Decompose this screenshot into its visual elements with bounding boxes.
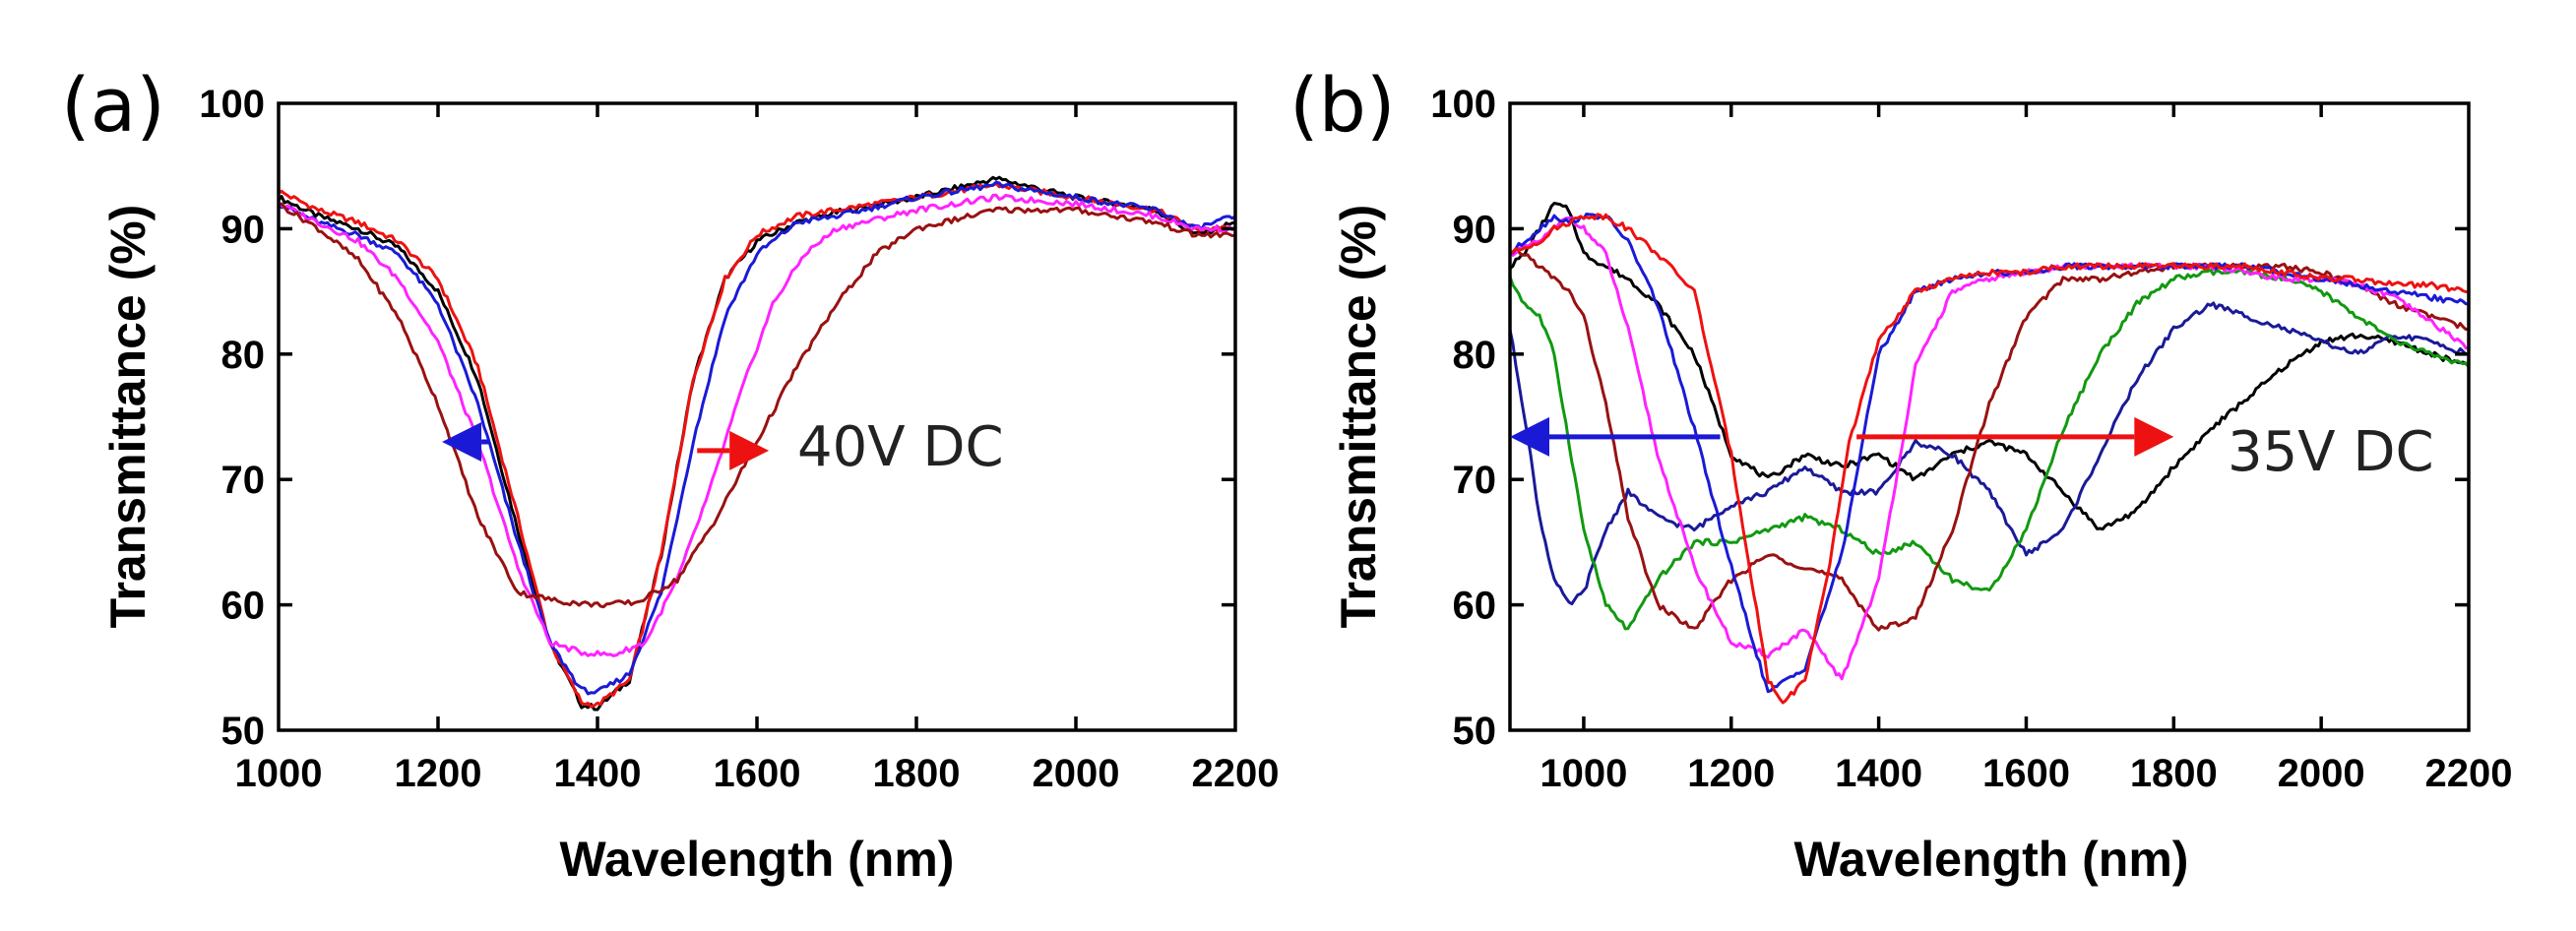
arrow — [697, 430, 770, 470]
y-tick-label: 80 — [221, 334, 266, 377]
x-tick-label: 1600 — [1982, 752, 2070, 795]
panel-a-xlabel: Wavelength (nm) — [560, 832, 955, 887]
panel-a-annotation: 40V DC — [797, 415, 1004, 479]
x-tick-label: 1000 — [1539, 752, 1627, 795]
panel-a-ylabel: Transmittance (%) — [100, 205, 156, 629]
panel-b: (b) 1000 1200 1400 1600 1800 2000 2200 50 60 70 80… — [1289, 61, 2512, 887]
panel-b-ylabel: Transmittance (%) — [1331, 205, 1386, 629]
panel-b-annotation: 35V DC — [2228, 420, 2434, 484]
panel-a: (a) 1000 1200 1400 1600 1800 2000 2200 50 60 70 80… — [61, 61, 1279, 887]
series-magenta — [1510, 216, 2469, 681]
series-darkblue — [1510, 301, 2469, 606]
panel-a-series — [279, 175, 1235, 712]
x-tick-label: 1000 — [235, 752, 323, 795]
y-tick-label: 60 — [1453, 585, 1497, 628]
panel-b-xlabel: Wavelength (nm) — [1794, 832, 2189, 887]
x-tick-label: 2200 — [2425, 752, 2513, 795]
arrow — [1856, 416, 2174, 457]
x-tick-label: 1600 — [714, 752, 801, 795]
panel-b-series — [1510, 202, 2469, 705]
series-blue — [279, 180, 1235, 696]
x-tick-label: 1800 — [2130, 752, 2218, 795]
y-tick-label: 80 — [1453, 334, 1497, 377]
y-tick-label: 70 — [221, 459, 266, 502]
x-tick-label: 2000 — [1033, 752, 1120, 795]
x-tick-label: 1800 — [873, 752, 961, 795]
y-tick-label: 90 — [221, 208, 266, 251]
panel-b-plot-frame — [1508, 101, 2471, 732]
y-tick-label: 50 — [221, 710, 266, 753]
y-tick-label: 50 — [1453, 710, 1497, 753]
series-green — [1510, 268, 2469, 631]
x-tick-label: 2200 — [1192, 752, 1280, 795]
series-magenta — [279, 193, 1235, 657]
panel-label-b: (b) — [1289, 61, 1396, 149]
arrow — [1510, 416, 1721, 457]
x-tick-label: 1200 — [395, 752, 482, 795]
series-darkred — [1510, 249, 2469, 632]
x-tick-label: 1400 — [1835, 752, 1922, 795]
panel-label-a: (a) — [61, 61, 165, 149]
x-tick-label: 1200 — [1687, 752, 1775, 795]
y-tick-label: 70 — [1453, 459, 1497, 502]
series-black — [1510, 202, 2469, 531]
series-red — [1510, 213, 2469, 705]
arrow — [442, 421, 490, 462]
y-tick-label: 60 — [221, 585, 266, 628]
x-tick-label: 2000 — [2278, 752, 2365, 795]
y-tick-label: 100 — [1430, 83, 1496, 126]
y-tick-label: 100 — [199, 83, 265, 126]
y-tick-label: 90 — [1453, 208, 1497, 251]
x-tick-label: 1400 — [554, 752, 642, 795]
